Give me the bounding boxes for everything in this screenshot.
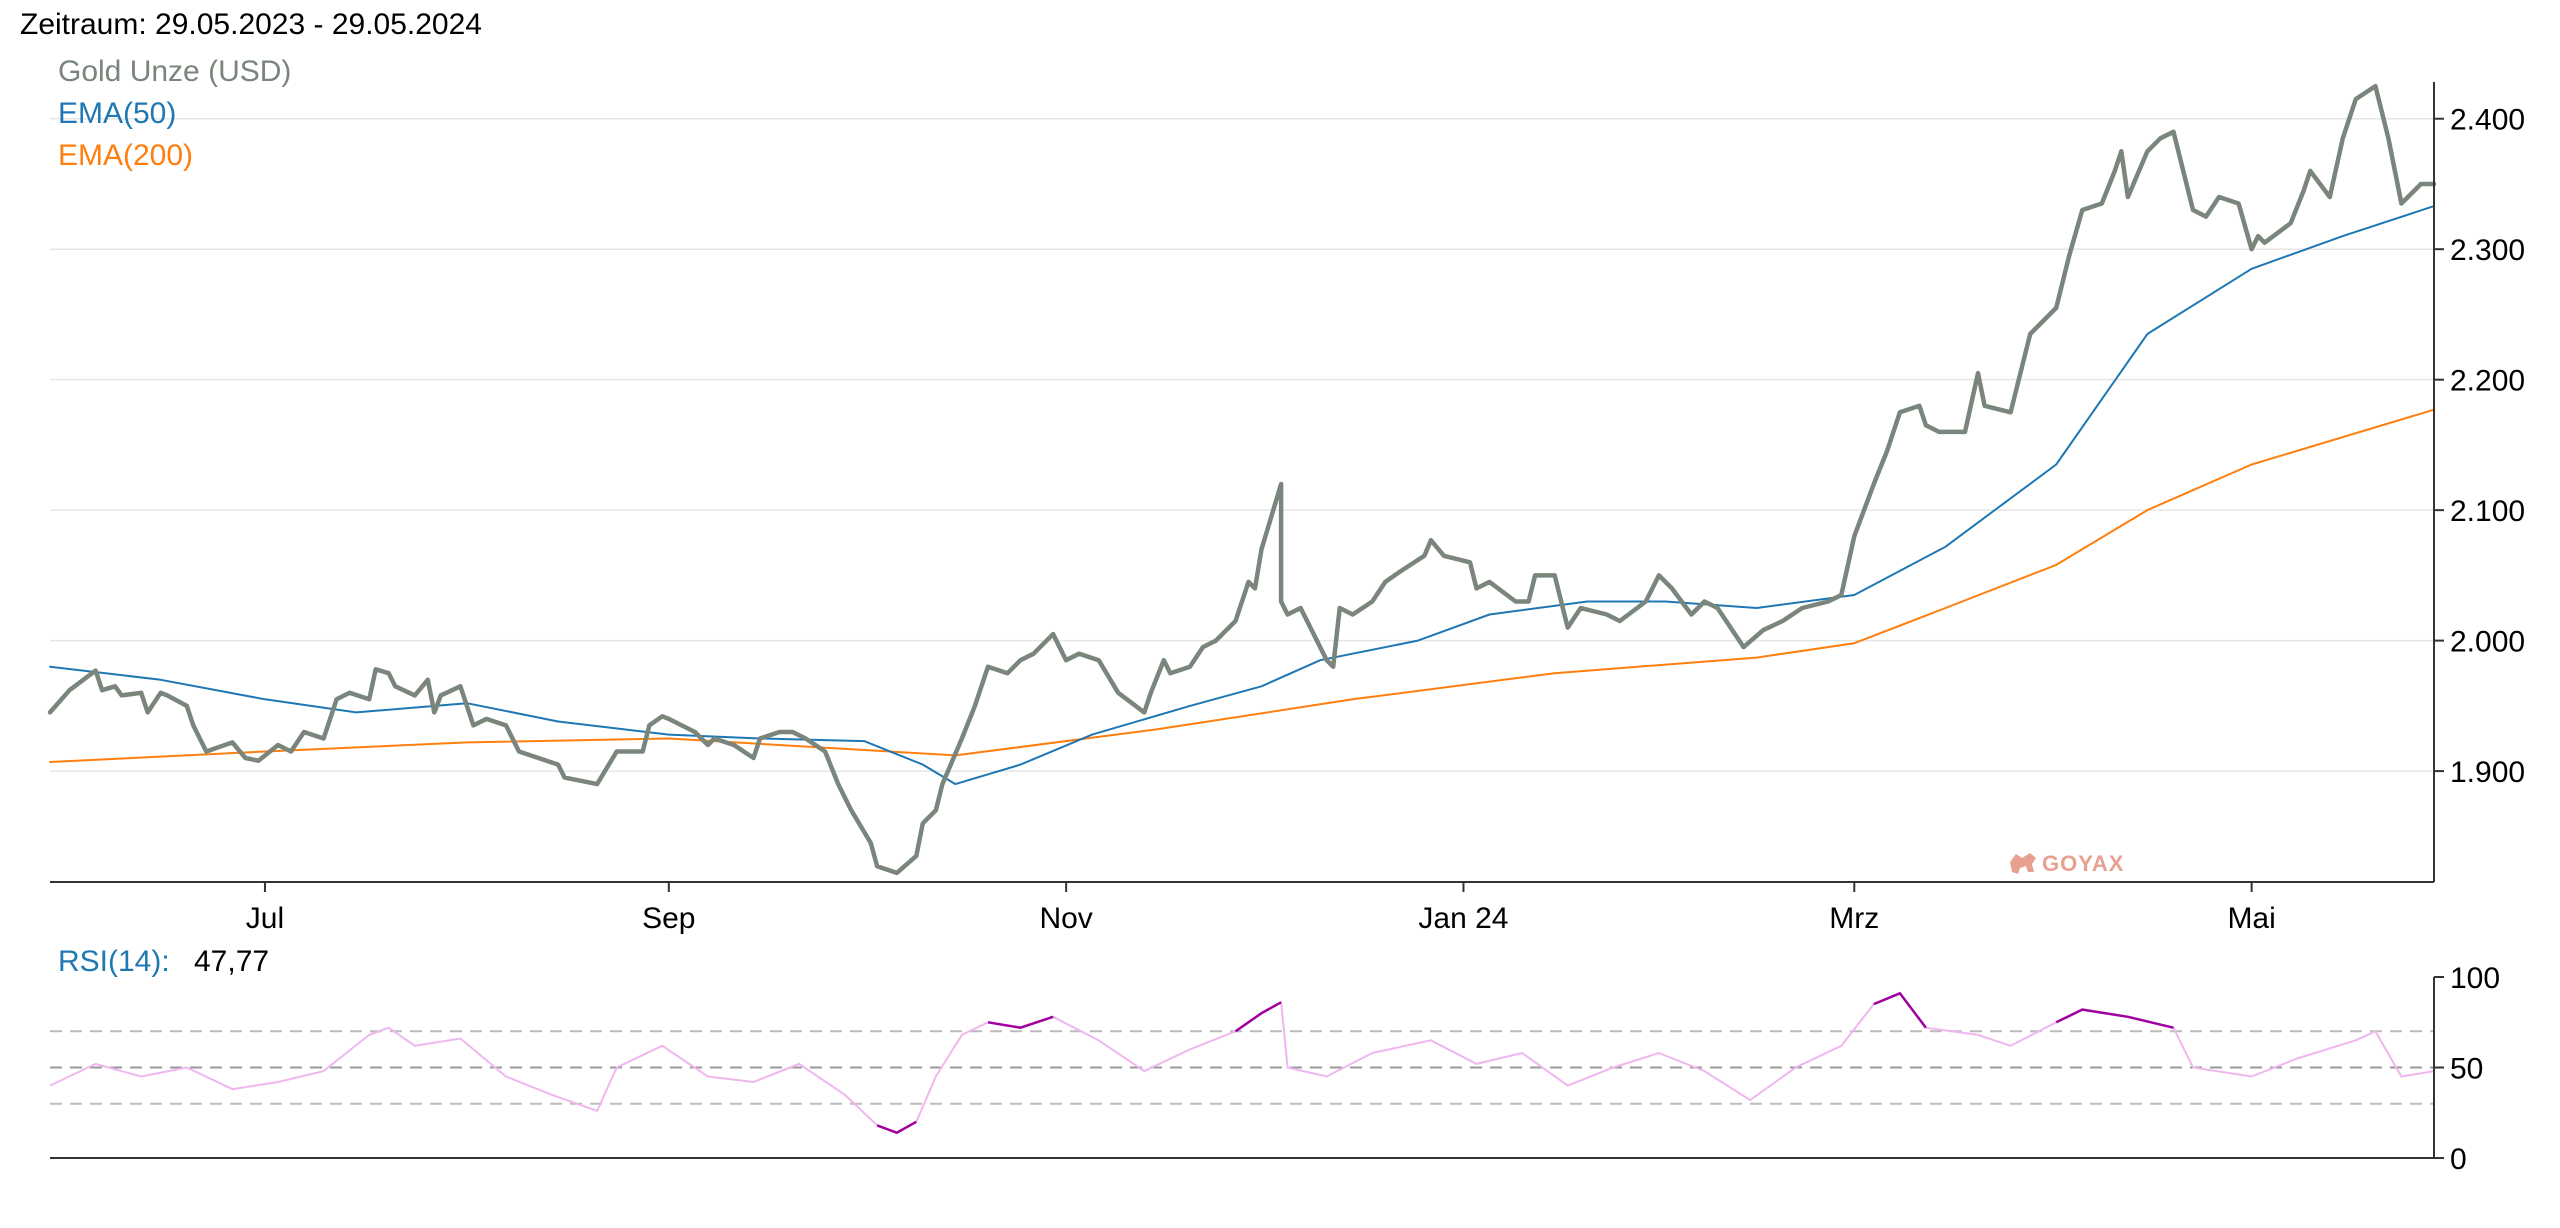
rsi-value: 47,77 xyxy=(194,945,269,978)
x-tick-label: Jan 24 xyxy=(1418,902,1508,935)
y-tick-label: 2.300 xyxy=(2450,234,2525,267)
y-tick-label: 1.900 xyxy=(2450,756,2525,789)
rsi-name: RSI(14): xyxy=(58,945,170,978)
rsi-line xyxy=(49,992,2435,1134)
y-tick-label: 2.100 xyxy=(2450,495,2525,528)
rsi-tick-label: 0 xyxy=(2450,1143,2467,1176)
x-axis-ticks: Jul Sep Nov Jan 24 Mrz Mai xyxy=(246,882,2276,935)
logo-text: GOYAX xyxy=(2042,851,2124,876)
series-line-ema200 xyxy=(49,408,2435,763)
x-tick-label: Mai xyxy=(2227,902,2275,935)
legend-gold: Gold Unze (USD) xyxy=(58,55,291,88)
rsi-extreme-segment xyxy=(1234,1001,1282,1033)
legend: Gold Unze (USD) EMA(50) EMA(200) xyxy=(58,55,291,172)
rsi-extreme-segment xyxy=(2055,1008,2174,1029)
x-tick-label: Jul xyxy=(246,902,284,935)
series-line-ema50 xyxy=(49,205,2435,786)
rsi-extreme-segment xyxy=(1873,991,1927,1029)
main-plot-area xyxy=(47,83,2437,876)
rsi-plot-area xyxy=(49,991,2435,1135)
series-line-gold xyxy=(47,83,2437,876)
rsi-label: RSI(14): 47,77 xyxy=(58,945,269,978)
y-axis-ticks: 1.900 2.000 2.100 2.200 2.300 2.400 xyxy=(2434,104,2525,789)
y-tick-label: 2.200 xyxy=(2450,365,2525,398)
x-tick-label: Mrz xyxy=(1829,902,1879,935)
legend-ema200: EMA(200) xyxy=(58,139,193,172)
y-tick-label: 2.000 xyxy=(2450,626,2525,659)
bull-icon xyxy=(2010,853,2036,874)
main-axes xyxy=(50,82,2435,883)
rsi-tick-label: 100 xyxy=(2450,962,2500,995)
legend-ema50: EMA(50) xyxy=(58,97,176,130)
rsi-extreme-segment xyxy=(987,1015,1054,1029)
x-tick-label: Nov xyxy=(1039,902,1092,935)
period-label: Zeitraum: 29.05.2023 - 29.05.2024 xyxy=(20,8,482,41)
x-tick-label: Sep xyxy=(642,902,695,935)
rsi-tick-label: 50 xyxy=(2450,1053,2483,1086)
rsi-extreme-segment xyxy=(876,1120,917,1135)
rsi-reference-lines xyxy=(50,1030,2434,1105)
y-tick-label: 2.400 xyxy=(2450,104,2525,137)
rsi-y-ticks: 0 50 100 xyxy=(2434,962,2500,1176)
main-grid xyxy=(50,117,2434,772)
goyax-logo: GOYAX xyxy=(2010,851,2124,876)
